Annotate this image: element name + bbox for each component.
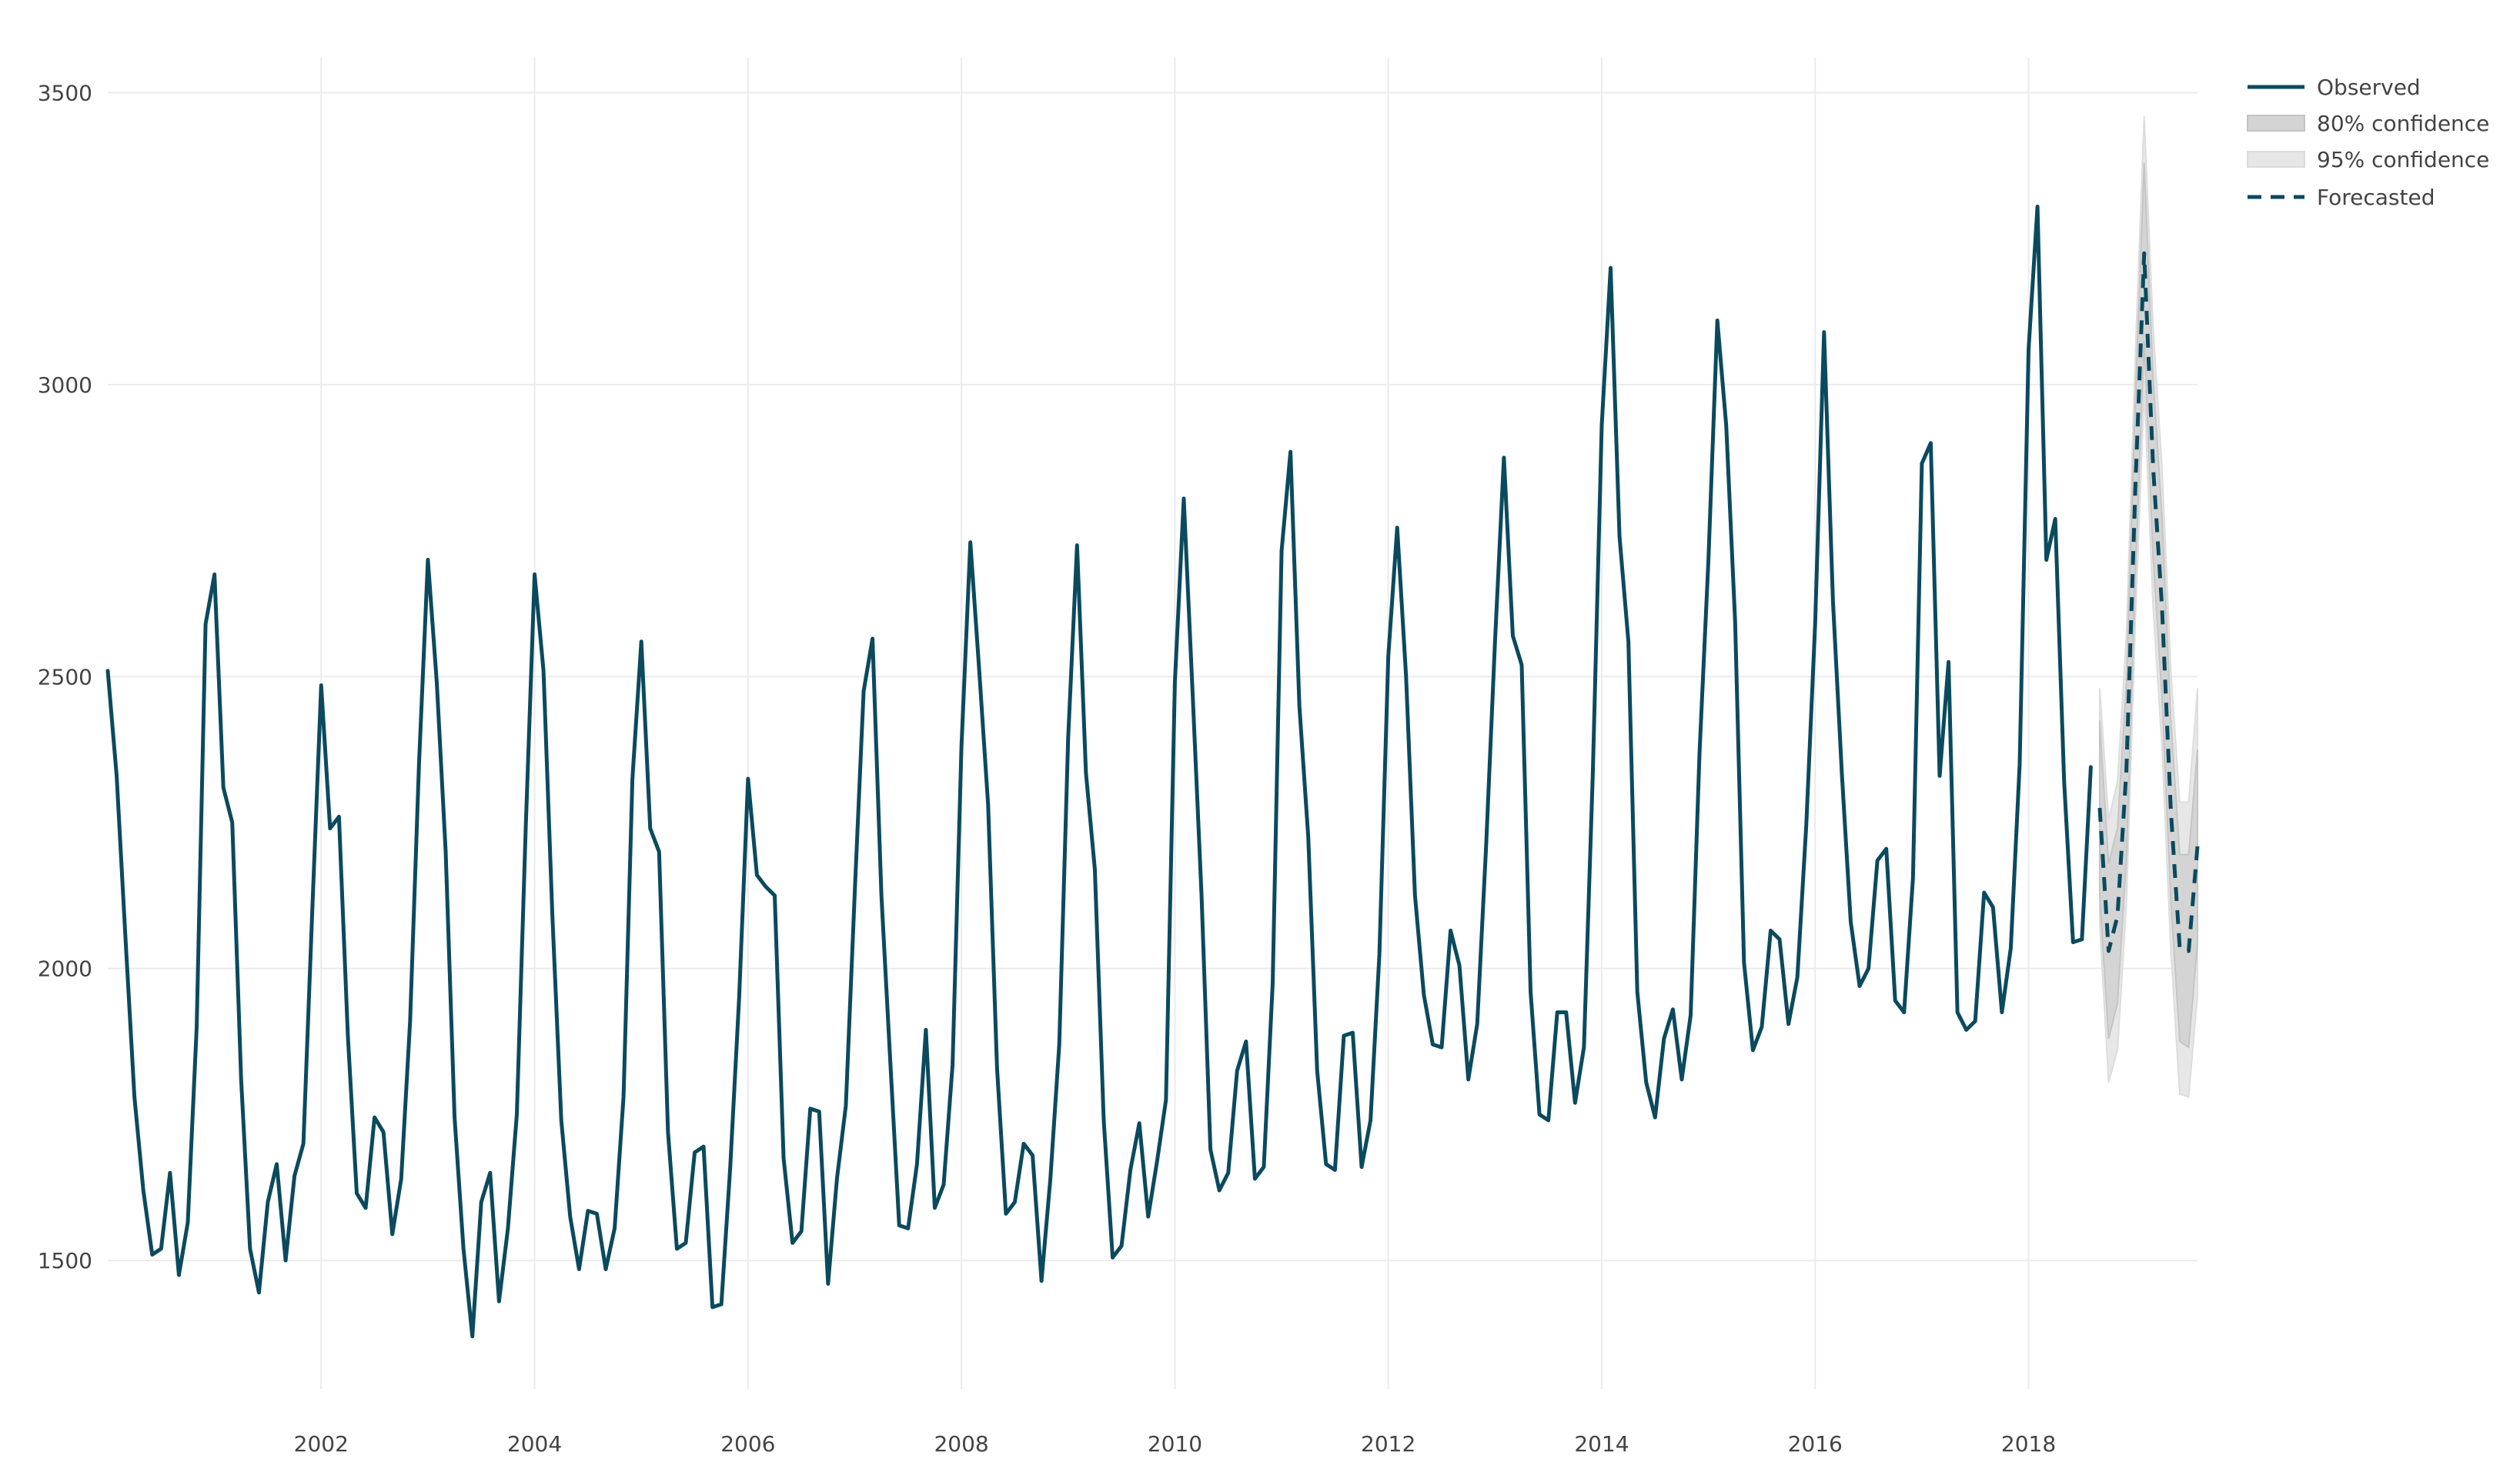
legend-item-95-confidence[interactable]: 95% confidence [2247,147,2489,172]
legend-label-forecasted: Forecasted [2317,185,2435,210]
band-80-confidence [2098,162,2199,1049]
legend-item-observed[interactable]: Observed [2248,75,2421,100]
legend-item-80-confidence[interactable]: 80% confidence [2247,111,2489,136]
legend-label-80-confidence: 80% confidence [2317,111,2489,136]
legend-label-95-confidence: 95% confidence [2317,147,2489,172]
legend-swatch-80-confidence [2247,115,2305,132]
y-tick-label: 1500 [38,1248,92,1273]
legend: Observed 80% confidence 95% confidence F… [2247,75,2489,210]
x-tick-label: 2004 [507,1431,562,1457]
y-tick-label: 3000 [38,372,92,398]
x-tick-label: 2016 [1788,1431,1843,1457]
x-tick-label: 2014 [1574,1431,1629,1457]
y-gridlines [108,92,2197,1262]
y-axis-ticks: 1500 2000 2500 3000 3500 [38,81,92,1274]
x-tick-label: 2002 [294,1431,349,1457]
x-tick-label: 2010 [1148,1431,1202,1457]
confidence-bands [2098,115,2199,1098]
y-tick-label: 2000 [38,956,92,982]
series-line-forecasted [2097,251,2200,953]
y-tick-label: 3500 [38,81,92,106]
legend-swatch-95-confidence [2247,151,2305,168]
x-tick-label: 2012 [1361,1431,1415,1457]
x-tick-label: 2008 [934,1431,988,1457]
x-tick-label: 2018 [2001,1431,2056,1457]
series-lines [105,204,2200,1339]
x-axis-ticks: 2002 2004 2006 2008 2010 2012 2014 2016 2018 [294,1431,2057,1457]
legend-item-forecasted[interactable]: Forecasted [2248,185,2435,210]
legend-label-observed: Observed [2317,75,2421,100]
y-tick-label: 2500 [38,664,92,689]
x-tick-label: 2006 [720,1431,775,1457]
series-line-observed [105,204,2093,1339]
